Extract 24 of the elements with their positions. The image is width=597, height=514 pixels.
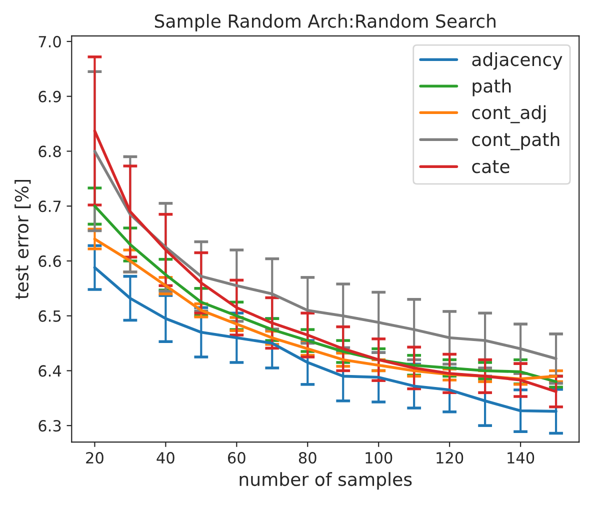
legend-label: adjacency xyxy=(472,52,562,70)
y-tick-label: 6.8 xyxy=(38,146,61,158)
x-tick-label: 80 xyxy=(298,452,316,464)
x-tick-label: 40 xyxy=(156,452,174,464)
x-tick-label: 100 xyxy=(366,452,392,464)
line-series xyxy=(93,204,558,384)
legend-label: cont_path xyxy=(472,132,560,150)
y-tick-label: 6.6 xyxy=(38,255,61,267)
y-tick-label: 6.5 xyxy=(38,310,61,322)
x-tick-label: 20 xyxy=(86,452,104,464)
y-axis-title: test error [%] xyxy=(14,180,31,300)
x-tick-label: 140 xyxy=(508,452,534,464)
x-tick-label: 120 xyxy=(436,452,464,464)
y-tick-label: 7.0 xyxy=(38,36,61,48)
y-tick-label: 6.9 xyxy=(38,90,61,102)
chart-title: Sample Random Arch:Random Search xyxy=(154,14,496,32)
y-tick-label: 6.3 xyxy=(38,420,61,432)
legend-label: path xyxy=(472,78,511,96)
y-tick-label: 6.7 xyxy=(38,200,61,212)
y-tick-label: 6.4 xyxy=(38,365,62,377)
legend-label: cate xyxy=(472,160,510,174)
x-axis-title: number of samples xyxy=(240,472,412,490)
legend-label: cont_adj xyxy=(472,105,546,124)
x-tick-label: 60 xyxy=(228,452,246,464)
